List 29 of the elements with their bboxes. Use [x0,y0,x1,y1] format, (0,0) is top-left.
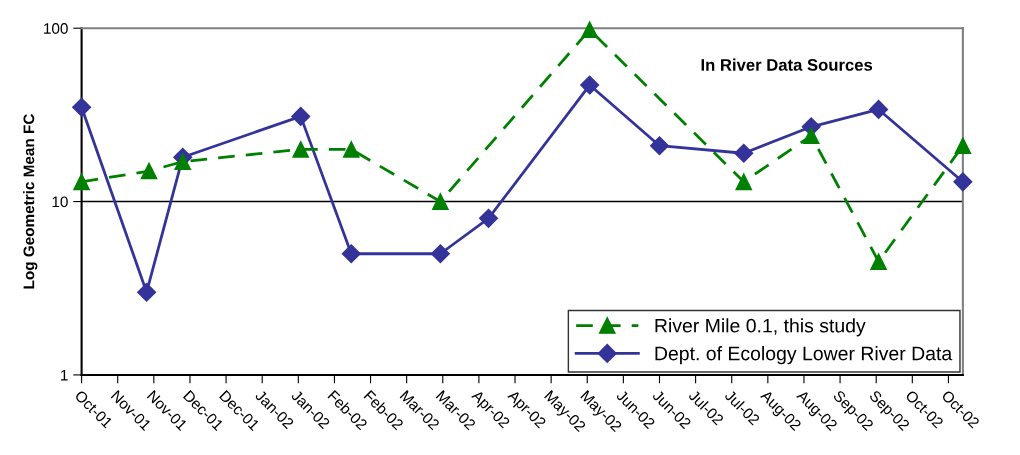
point [478,208,499,228]
point [580,75,600,95]
point [174,153,192,170]
point [734,143,754,163]
y-tick-label: 100 [44,23,68,34]
point [954,137,972,155]
point [291,106,311,126]
point [292,141,310,158]
point [341,244,361,264]
point [735,173,753,191]
point [430,244,450,264]
y-axis-title: Log Geometric Mean FC [23,114,38,289]
point [870,253,887,271]
point [73,173,90,191]
text: In River Data Sources [701,58,873,71]
y-tick-label: 10 [52,196,68,208]
point [342,141,360,158]
point [953,172,973,192]
point [802,127,820,144]
point [137,282,157,302]
legend-label: Dept. of Ecology Lower River Data [655,346,953,365]
point [432,193,449,210]
point [140,162,158,180]
point [869,99,889,119]
legend-label: River Mile 0.1, this study [655,318,866,337]
point [72,97,92,117]
point [649,136,670,156]
point [581,21,598,39]
y-tick-label: 1 [61,369,68,381]
